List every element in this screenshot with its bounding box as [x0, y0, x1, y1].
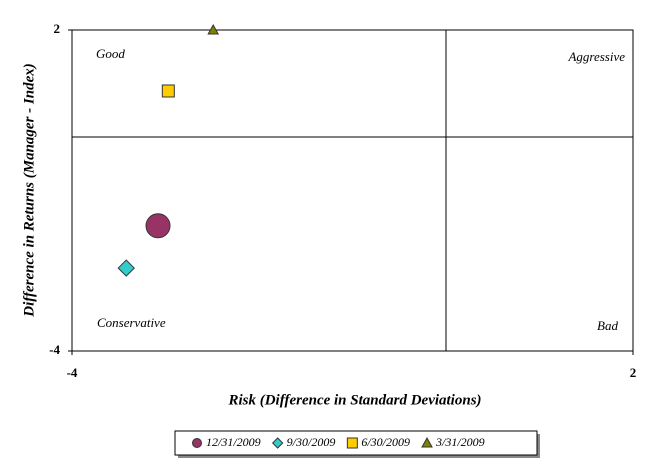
y-axis-label: Difference in Returns (Manager - Index) [21, 63, 37, 317]
y-tick-label: 2 [54, 21, 61, 36]
x-tick-label: 2 [630, 365, 637, 380]
point [145, 213, 171, 239]
legend-label: 3/31/2009 [435, 435, 485, 449]
legend-label: 9/30/2009 [287, 435, 336, 449]
quadrant-label: Bad [597, 318, 618, 333]
y-tick-label: -4 [49, 342, 60, 357]
legend-marker [346, 437, 358, 449]
legend-label: 6/30/2009 [361, 435, 410, 449]
quadrant-label: Good [96, 46, 125, 61]
plot-area [71, 29, 634, 352]
legend-marker [271, 437, 284, 449]
point [117, 259, 135, 277]
x-axis-label: Risk (Difference in Standard Deviations) [227, 392, 481, 408]
x-tick-label: -4 [67, 365, 78, 380]
legend-marker [192, 438, 202, 448]
quadrant-label: Conservative [97, 315, 166, 330]
point [207, 23, 220, 35]
point [161, 84, 175, 98]
legend-marker [421, 436, 433, 448]
legend-label: 12/31/2009 [206, 435, 261, 449]
quadrant-label: Aggressive [567, 49, 625, 64]
